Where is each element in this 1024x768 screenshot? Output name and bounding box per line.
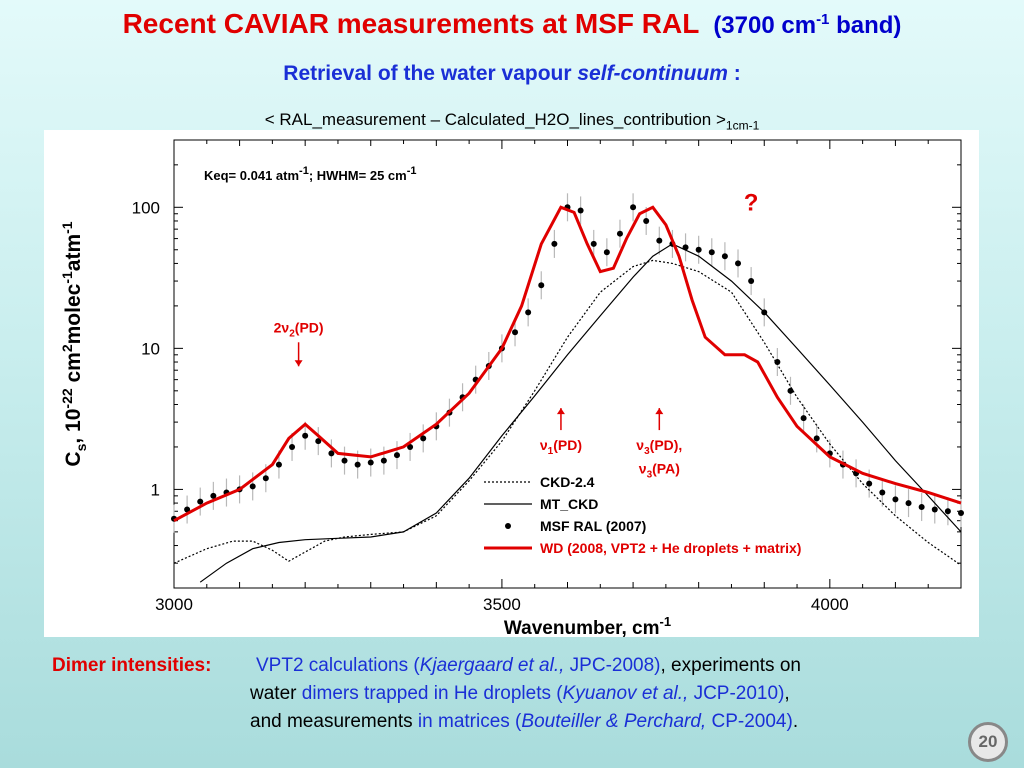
msf-data-point [656,237,663,244]
x-tick-label: 4000 [811,595,849,614]
keq-annotation: Keq= 0.041 atm-1; HWHM= 25 cm-1 [204,165,416,183]
msf-data-point [393,452,400,459]
msf-data-point [735,260,742,267]
ckd-2.4-line [173,259,962,566]
peak-label-2nu2: 2ν2(PD) [274,319,324,339]
msf-data-point [643,217,650,224]
msf-data-point [302,432,309,439]
msf-data-point [315,438,322,445]
slide-title: Recent CAVIAR measurements at MSF RAL (37… [0,8,1024,40]
msf-data-point [944,508,951,515]
title-main: Recent CAVIAR measurements at MSF RAL [122,8,700,39]
chart-svg: 3000 3500 4000 1 10 100 Wavenumber, cm-1 Cs, 10… [59,139,964,637]
question-mark: ? [744,189,759,216]
x-tick-label: 3000 [155,595,193,614]
msf-data-point [590,240,597,247]
x-tick-label: 3500 [483,595,521,614]
msf-data-point [879,489,886,496]
msf-data-point [328,450,335,457]
msf-data-point [787,387,794,394]
msf-data-point [774,359,781,366]
msf-data-point [184,506,191,513]
msf-data-point [918,504,925,511]
msf-data-point [603,249,610,256]
msf-data-point [813,435,820,442]
msf-data-point [210,492,217,499]
legend-label: MSF RAL (2007) [540,518,646,534]
legend-label: CKD-2.4 [540,474,595,490]
legend-label: MT_CKD [540,496,598,512]
msf-data-point [354,461,361,468]
msf-data-point [262,475,269,482]
msf-data-point [616,230,623,237]
page-number-badge: 20 [968,722,1008,762]
msf-data-point [866,480,873,487]
formula-line: < RAL_measurement – Calculated_H2O_lines… [264,110,760,133]
legend-marker [505,523,511,529]
msf-data-point [249,483,256,490]
msf-data-point [800,415,807,422]
x-axis-label: Wavenumber, cm-1 [504,614,671,637]
msf-data-point [380,457,387,464]
footer-text: Dimer intensities: VPT2 calculations (Kj… [52,655,801,732]
peak-label-nu3-pa: ν3(PA) [639,460,680,480]
slide-subtitle: Retrieval of the water vapour self-conti… [283,62,741,85]
msf-data-point [708,249,715,256]
msf-data-point [905,500,912,507]
peak-arrow-nu1-head [556,408,565,415]
msf-data-point [197,498,204,505]
footer-label: Dimer intensities: [52,655,212,676]
msf-data-point [892,496,899,503]
legend-label: WD (2008, VPT2 + He droplets + matrix) [540,540,801,556]
msf-data-point [275,461,282,468]
msf-data-point [931,506,938,513]
msf-data-point [695,246,702,253]
peak-arrow-nu3-head [655,408,664,415]
y-tick-label: 1 [151,480,160,499]
y-tick-label: 10 [141,339,160,358]
peak-label-nu3-pd: ν3(PD), [636,437,682,457]
mt-ckd-line [199,243,962,583]
msf-data-point [289,443,296,450]
msf-data-point [341,457,348,464]
peak-label-nu1: ν1(PD) [540,437,582,457]
y-axis-label: Cs, 10-22 cm2molec-1atm-1 [59,221,89,466]
chart-panel: 3000 3500 4000 1 10 100 Wavenumber, cm-1 Cs, 10… [44,130,979,637]
msf-data-point [551,240,558,247]
msf-data-point [958,510,964,517]
msf-data-point [630,204,637,211]
y-tick-label: 100 [132,198,160,217]
msf-data-point [512,329,519,336]
msf-data-point [407,443,414,450]
msf-data-point [577,207,584,214]
msf-data-point [367,459,374,466]
peak-arrow-2nu2-head [294,360,303,367]
msf-data-point [525,309,532,316]
msf-data-point [721,253,728,260]
msf-data-point [748,278,755,285]
title-band: (3700 cm-1 band) [713,11,902,39]
msf-data-point [538,282,545,289]
wd-2008-line [173,205,962,523]
msf-data-point [420,435,427,442]
